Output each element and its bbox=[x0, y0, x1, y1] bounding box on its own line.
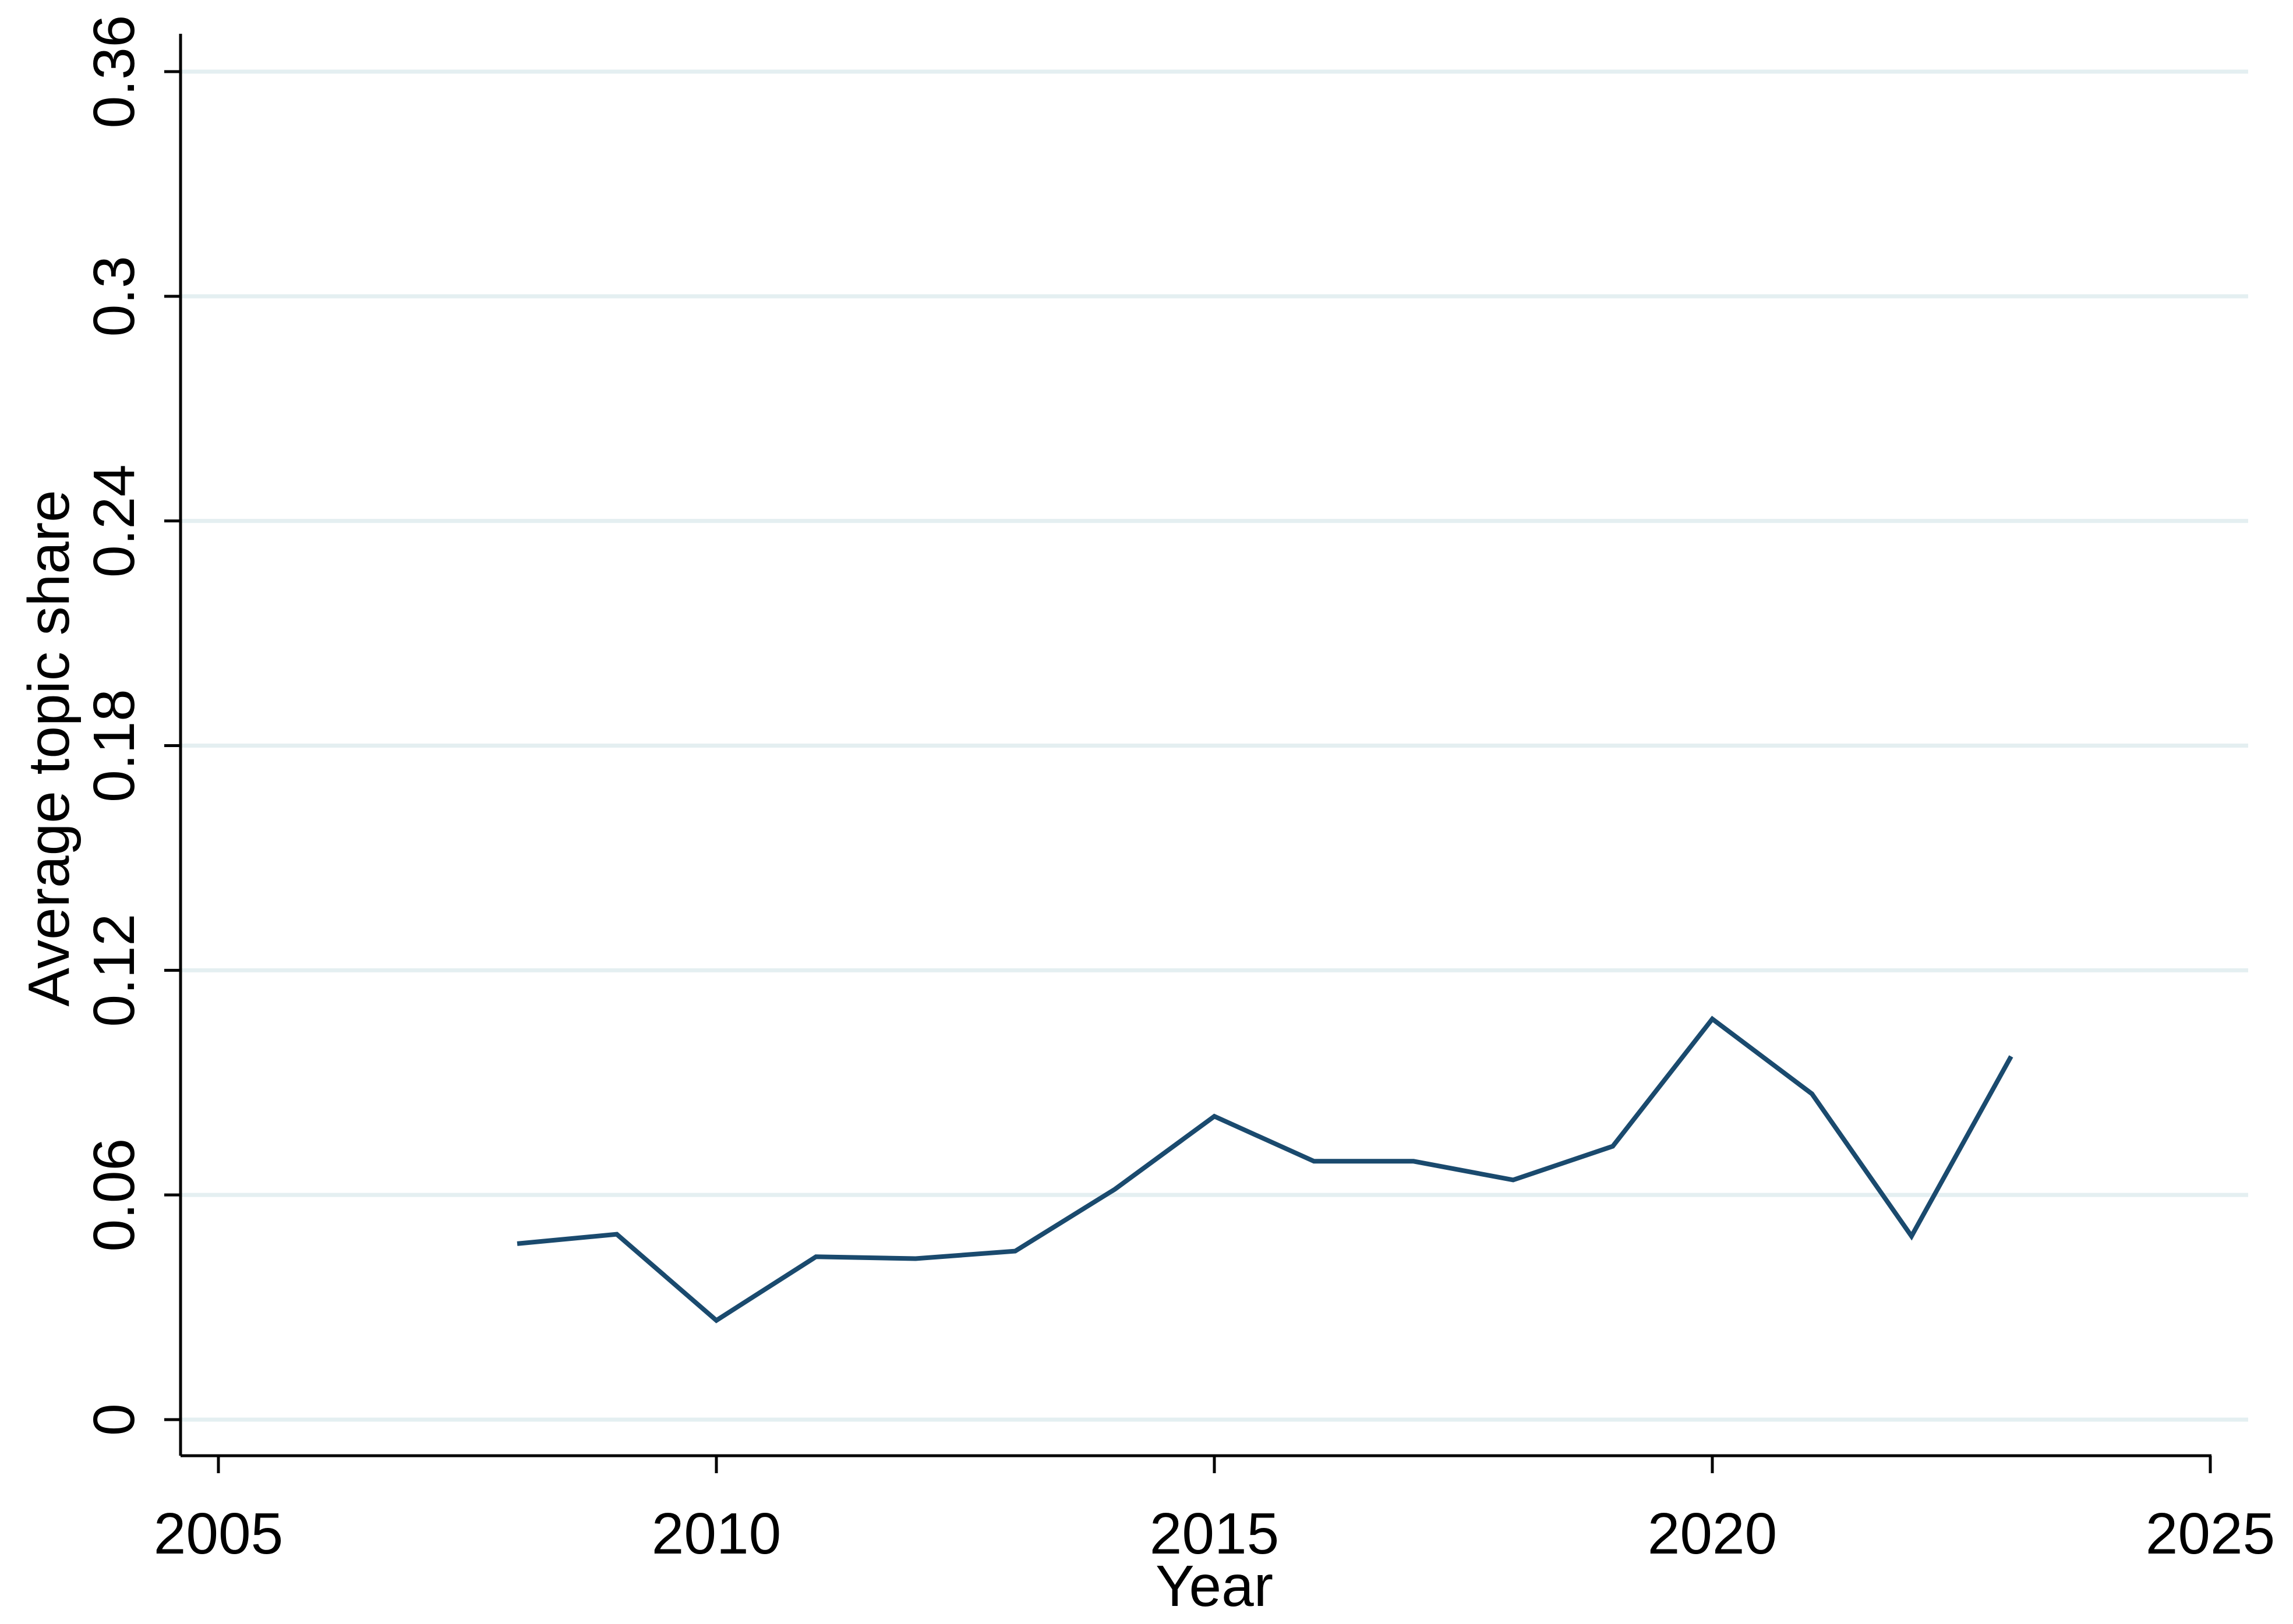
y-tick-label: 0.18 bbox=[82, 689, 147, 802]
y-axis-label: Average topic share bbox=[16, 490, 82, 1007]
x-tick-label: 2010 bbox=[652, 1501, 781, 1566]
series-layer bbox=[517, 1016, 2013, 1324]
x-tick-label: 2020 bbox=[1648, 1501, 1777, 1566]
x-axis-ticks: 2005 2010 2015 2020 2025 bbox=[154, 1456, 2275, 1566]
y-tick-label: 0.36 bbox=[82, 15, 147, 129]
y-tick-label: 0.3 bbox=[82, 256, 147, 337]
series-line bbox=[517, 1016, 2013, 1324]
x-tick-label: 2005 bbox=[154, 1501, 283, 1566]
y-axis-ticks: 0 0.06 0.12 0.18 0.24 0.3 0.36 bbox=[82, 15, 181, 1436]
y-tick-label: 0.24 bbox=[82, 464, 147, 578]
x-tick-label: 2015 bbox=[1150, 1501, 1279, 1566]
x-tick-label: 2025 bbox=[2146, 1501, 2275, 1566]
gridlines bbox=[181, 69, 2248, 1422]
y-tick-label: 0.06 bbox=[82, 1138, 147, 1252]
y-tick-label: 0 bbox=[82, 1403, 147, 1436]
x-axis-label: Year bbox=[1156, 1554, 1273, 1619]
y-tick-label: 0.12 bbox=[82, 914, 147, 1027]
